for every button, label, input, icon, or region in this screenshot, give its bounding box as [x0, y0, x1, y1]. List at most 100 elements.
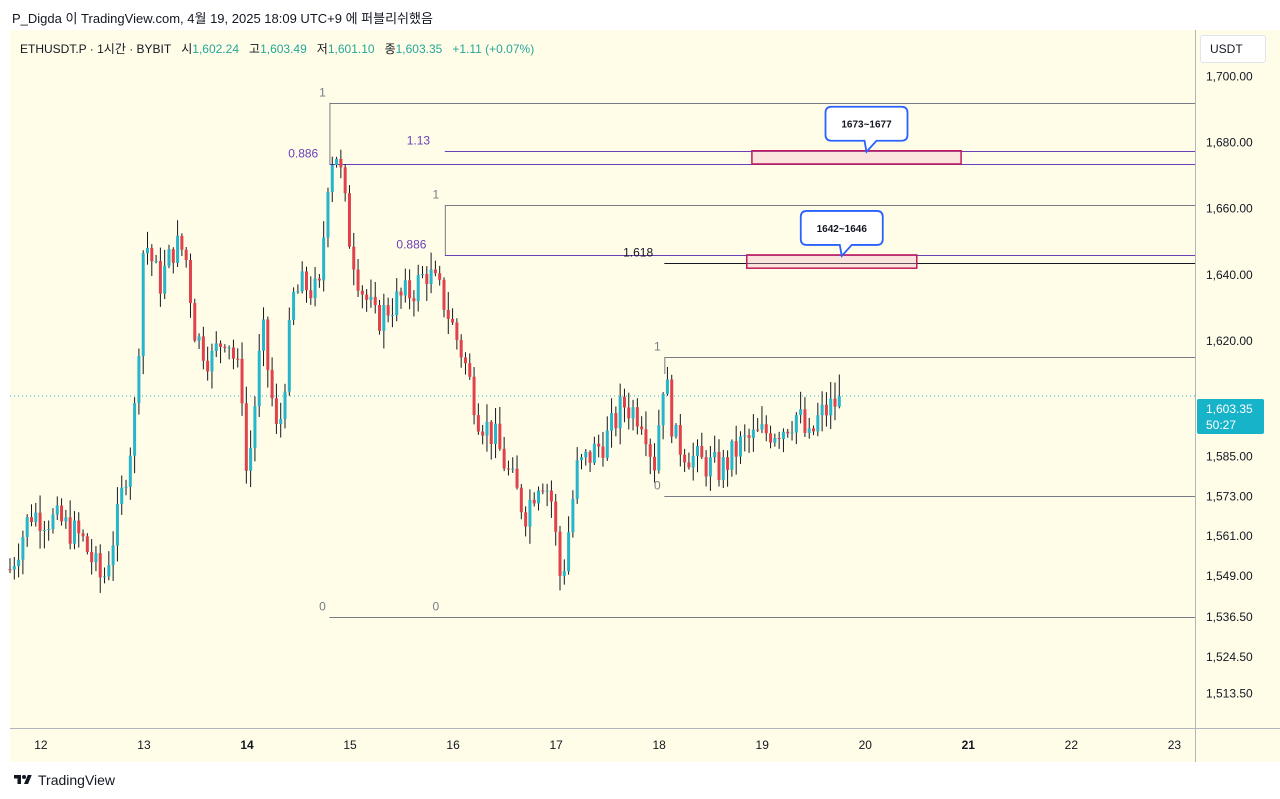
- candle-body: [588, 451, 592, 463]
- candle-body: [193, 303, 197, 341]
- candle-body: [111, 545, 115, 566]
- last-price-value: 1,603.35: [1206, 402, 1253, 416]
- currency-button[interactable]: USDT: [1200, 35, 1266, 63]
- candle-body: [674, 425, 678, 437]
- x-tick-label: 15: [343, 738, 357, 752]
- level-label-fib1-0886: 0.886: [288, 147, 318, 161]
- candle-body: [124, 486, 128, 488]
- candle-body: [721, 457, 725, 480]
- candle-body: [64, 517, 68, 522]
- candles-group: [8, 149, 841, 593]
- candle-body: [395, 291, 399, 316]
- candle-body: [60, 505, 64, 522]
- candle-body: [356, 269, 360, 291]
- candle-body: [622, 396, 626, 408]
- plot-area: [10, 30, 1195, 728]
- candle-body: [678, 425, 682, 455]
- candle-body: [421, 274, 425, 276]
- tradingview-brand[interactable]: TradingView: [12, 772, 115, 788]
- candle-body: [455, 322, 459, 340]
- y-tick-label: 1,573.00: [1206, 489, 1253, 503]
- candle-body: [799, 409, 803, 416]
- candle-body: [726, 457, 730, 470]
- candle-body: [279, 419, 283, 424]
- candle-body: [446, 309, 450, 319]
- candle-body: [502, 448, 506, 469]
- level-label-fib1-top: 1: [319, 86, 326, 100]
- footer: TradingView: [0, 762, 1280, 799]
- candle-body: [34, 512, 38, 523]
- candle-body: [262, 319, 266, 351]
- candle-body: [627, 407, 631, 419]
- candle-body: [249, 448, 253, 471]
- candle-body: [184, 249, 188, 261]
- candle-body: [519, 487, 523, 513]
- candle-body: [98, 553, 102, 578]
- candle-body: [734, 441, 738, 457]
- candle-body: [322, 237, 326, 281]
- candle-body: [360, 290, 364, 295]
- x-tick-label: 19: [756, 738, 770, 752]
- candle-body: [459, 339, 463, 358]
- candle-body: [614, 413, 618, 429]
- level-label-fib2-top: 1: [432, 188, 439, 202]
- x-tick-label: 21: [962, 738, 976, 752]
- candle-body: [55, 505, 59, 515]
- candle-body: [68, 517, 72, 544]
- candle-body: [128, 455, 132, 487]
- candle-body: [605, 430, 609, 458]
- y-tick-label: 1,700.00: [1206, 69, 1253, 83]
- candle-body: [532, 499, 536, 504]
- candle-body: [330, 164, 334, 193]
- candle-body: [631, 407, 635, 419]
- candle-body: [266, 319, 270, 370]
- candle-body: [270, 369, 274, 399]
- candle-body: [154, 260, 158, 262]
- high-value: 1,603.49: [260, 42, 307, 56]
- candle-body: [42, 529, 46, 531]
- candle-body: [17, 559, 21, 566]
- candle-body: [365, 294, 369, 300]
- y-tick-label: 1,660.00: [1206, 202, 1253, 216]
- candle-body: [824, 404, 828, 416]
- candle-body: [347, 193, 351, 247]
- candle-body: [549, 490, 553, 502]
- candle-body: [313, 278, 317, 299]
- change-value: +1.11 (+0.07%): [452, 42, 535, 56]
- candle-body: [335, 158, 339, 165]
- candle-body: [292, 291, 296, 321]
- candle-body: [468, 363, 472, 377]
- candle-body: [309, 290, 313, 299]
- level-label-fib3-top: 1: [654, 340, 661, 354]
- candle-body: [610, 413, 614, 431]
- x-tick-label: 16: [446, 738, 460, 752]
- level-label-fib2-0886: 0.886: [396, 238, 426, 252]
- level-label-fib-113: 1.13: [407, 134, 431, 148]
- candle-body: [167, 249, 171, 266]
- symbol-name[interactable]: ETHUSDT.P · 1시간 · BYBIT: [20, 42, 172, 56]
- x-tick-label: 12: [34, 738, 48, 752]
- zone-1673-1677-label: 1673~1677: [841, 120, 892, 131]
- candle-body: [81, 533, 85, 537]
- candle-body: [635, 407, 639, 427]
- candle-body: [120, 487, 124, 505]
- y-tick-label: 1,561.00: [1206, 529, 1253, 543]
- level-label-fib3-bottom: 0: [654, 479, 661, 493]
- candle-body: [287, 320, 291, 392]
- candle-body: [219, 343, 223, 347]
- candle-body: [296, 291, 300, 293]
- candle-body: [378, 305, 382, 331]
- candle-body: [38, 512, 42, 531]
- candle-body: [236, 358, 240, 360]
- candle-body: [481, 431, 485, 436]
- candle-body: [764, 424, 768, 434]
- candle-body: [438, 273, 442, 280]
- bar-countdown: 50:27: [1206, 418, 1237, 432]
- candle-body: [425, 274, 429, 285]
- candle-body: [786, 431, 790, 434]
- candle-body: [244, 403, 248, 471]
- candle-body: [476, 415, 480, 432]
- candle-body: [790, 432, 794, 434]
- candle-body: [472, 376, 476, 416]
